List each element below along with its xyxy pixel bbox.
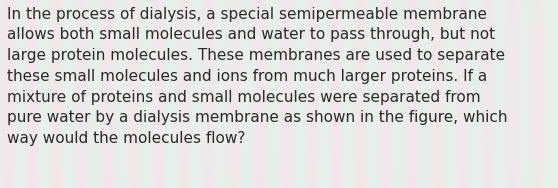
- Text: In the process of dialysis, a special semipermeable membrane
allows both small m: In the process of dialysis, a special se…: [7, 7, 507, 146]
